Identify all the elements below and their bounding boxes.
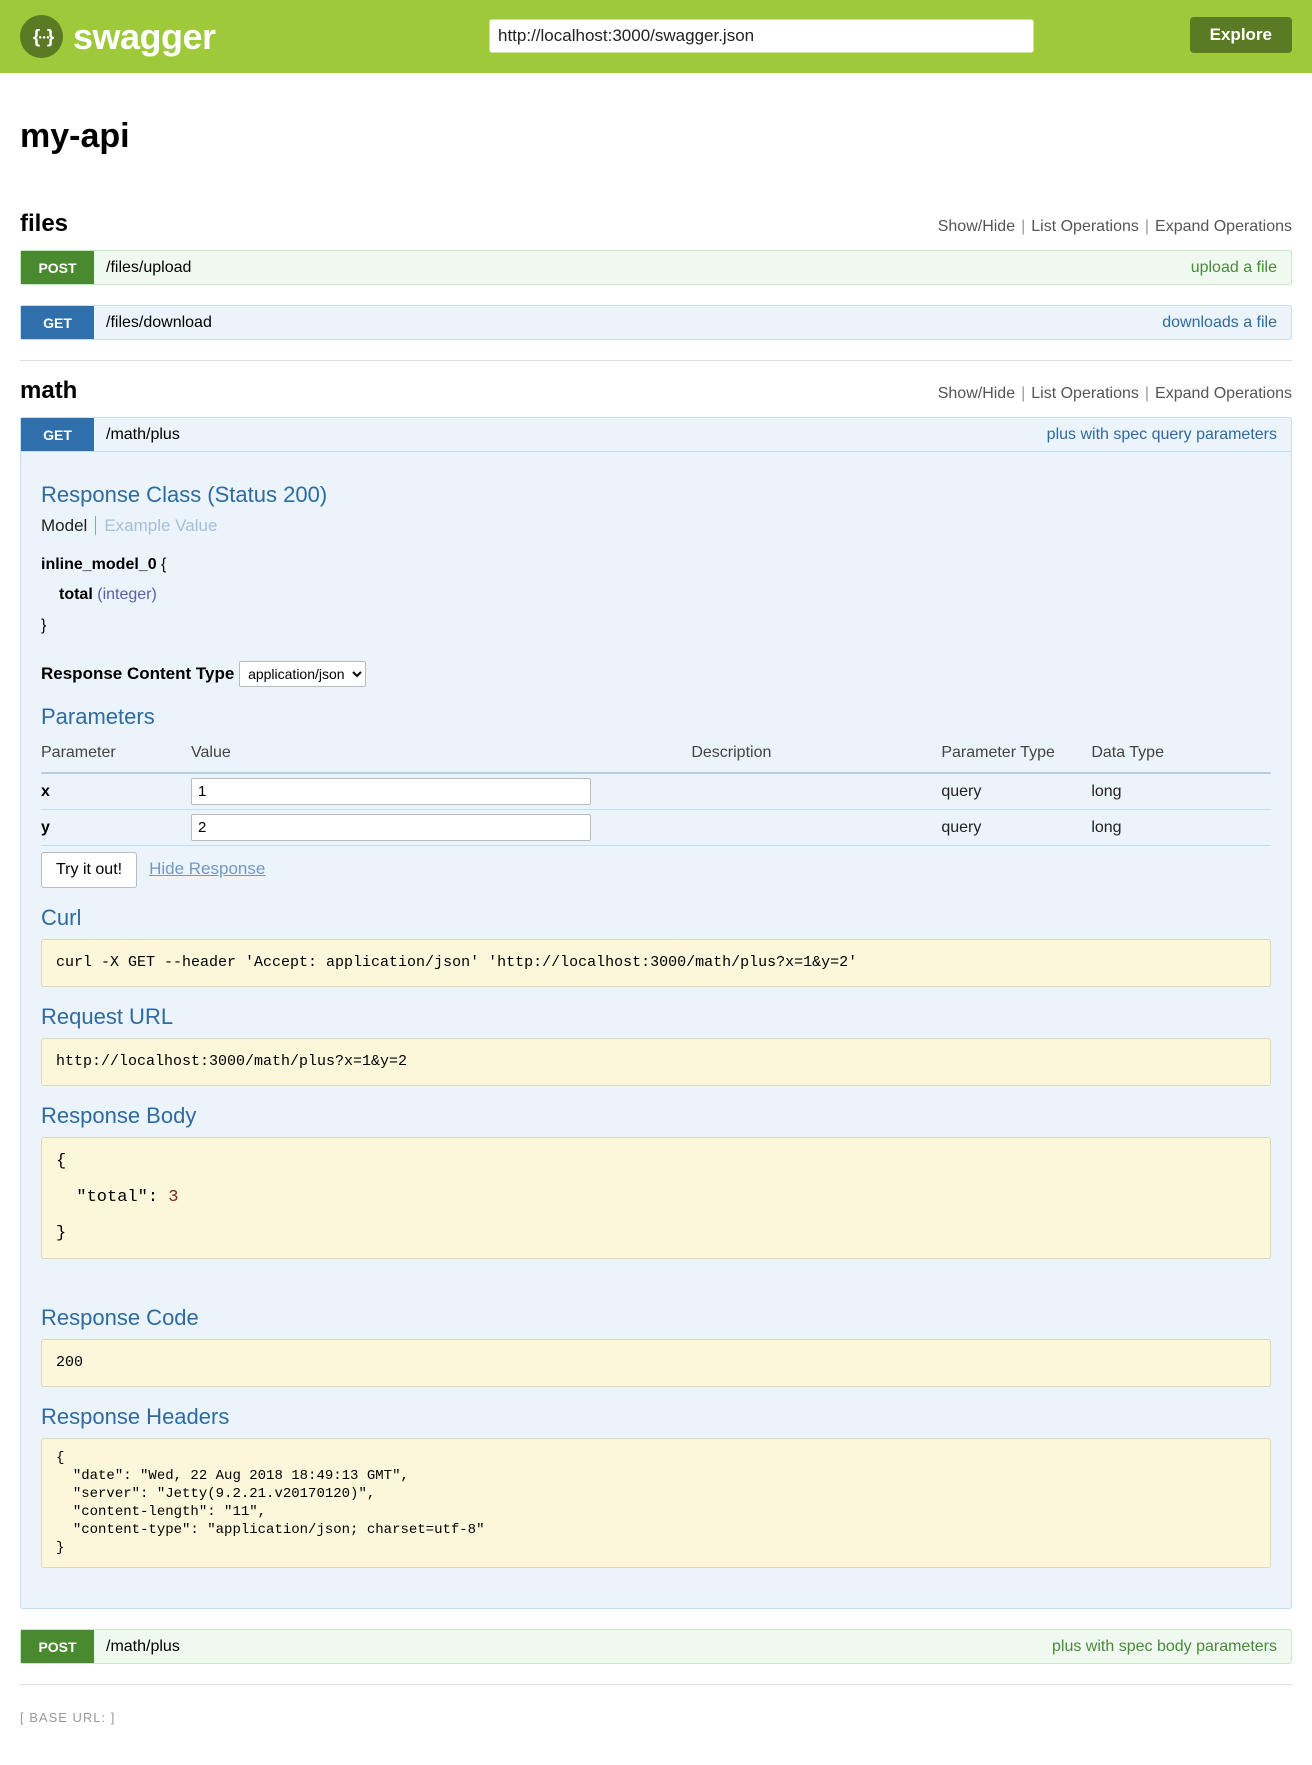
- svg-text:}: }: [46, 26, 54, 47]
